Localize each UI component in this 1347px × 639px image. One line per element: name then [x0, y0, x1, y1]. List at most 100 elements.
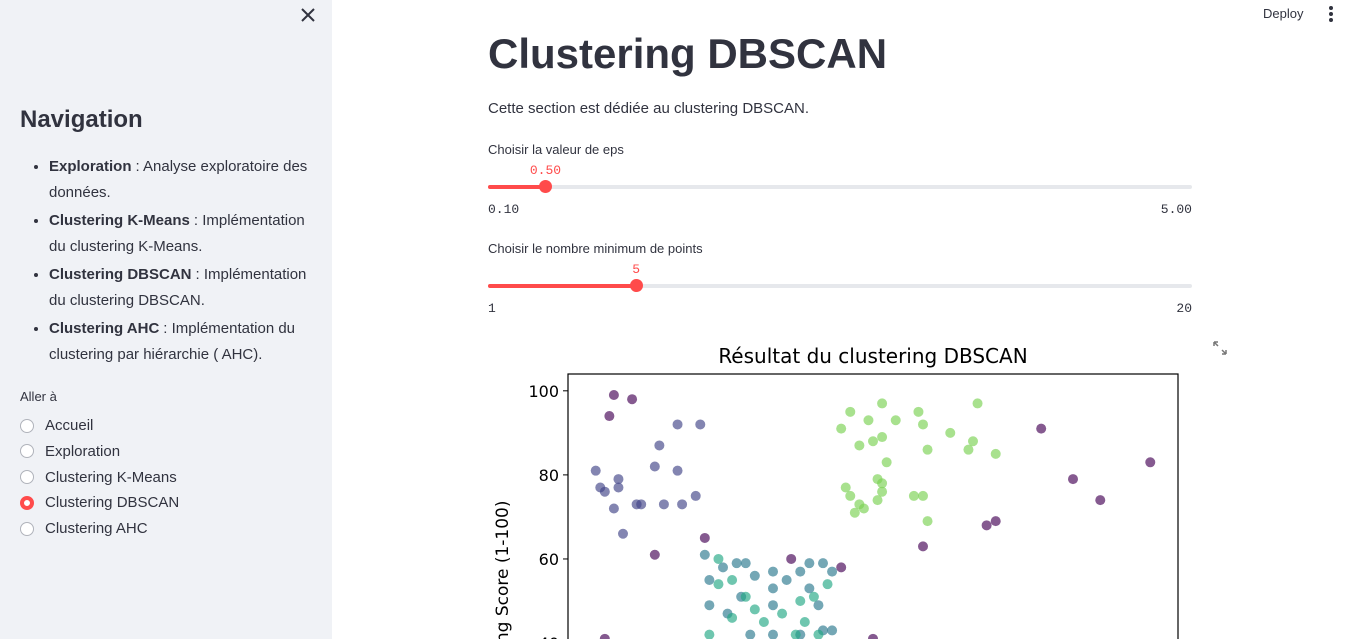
point	[613, 474, 624, 485]
point	[836, 423, 847, 434]
radio-option[interactable]: Clustering AHC	[20, 520, 148, 537]
radio-option[interactable]: Clustering K-Means	[20, 469, 177, 486]
point	[836, 562, 847, 573]
point	[972, 398, 983, 409]
point	[649, 549, 660, 560]
slider-track[interactable]	[488, 180, 1192, 193]
point	[922, 444, 933, 455]
close-button[interactable]	[300, 7, 316, 23]
point	[963, 444, 974, 455]
point	[1095, 495, 1106, 506]
point	[872, 474, 883, 485]
radio-circle[interactable]	[20, 495, 34, 510]
point	[808, 591, 819, 602]
slider-label: Choisir la valeur de eps	[488, 142, 624, 157]
point	[677, 499, 688, 510]
deploy-button[interactable]: Deploy	[1263, 6, 1304, 21]
point	[868, 436, 878, 447]
point	[795, 596, 806, 606]
point	[713, 553, 724, 564]
point	[822, 579, 833, 590]
point	[713, 579, 724, 590]
point	[804, 558, 815, 569]
point	[590, 465, 601, 476]
point	[740, 558, 751, 569]
point	[608, 390, 619, 401]
nav-item-name: Exploration	[49, 158, 132, 175]
nav-item-name: Clustering DBSCAN	[49, 266, 192, 283]
point	[845, 490, 856, 501]
point	[745, 629, 756, 639]
point	[813, 629, 824, 639]
point	[945, 427, 956, 438]
point	[704, 600, 715, 611]
nav-item-description: : Analyse exploratoire des données.	[49, 158, 308, 201]
nav-item: Clustering K-Means: Implémentation du cl…	[49, 208, 309, 260]
point	[786, 553, 797, 564]
point	[768, 600, 778, 611]
point	[690, 490, 701, 501]
point	[1068, 474, 1078, 485]
nav-item: Clustering AHC: Implémentation du cluste…	[49, 316, 309, 368]
slider-thumb[interactable]	[539, 180, 553, 193]
radio-option-label: Exploration	[45, 442, 121, 460]
point	[695, 419, 706, 430]
slider-thumb[interactable]	[630, 279, 644, 292]
point	[731, 558, 742, 569]
point	[672, 419, 683, 430]
point	[849, 507, 860, 518]
radio-option-label: Clustering K-Means	[45, 468, 177, 486]
slider-max: 5.00	[1160, 202, 1192, 217]
point	[827, 566, 838, 577]
point	[881, 457, 892, 468]
point	[658, 499, 669, 510]
radio-option[interactable]: Clustering DBSCAN	[20, 494, 179, 511]
point	[777, 608, 788, 619]
radio-option[interactable]: Exploration	[20, 443, 120, 460]
nav-item-description: : Implémentation du clustering K-Means.	[49, 212, 305, 255]
radio-circle[interactable]	[20, 521, 34, 536]
point	[818, 558, 828, 569]
fullscreen-button[interactable]	[1212, 340, 1228, 356]
slider-value: 0.50	[529, 163, 562, 178]
point	[908, 490, 919, 501]
point	[727, 612, 738, 623]
point	[990, 448, 1001, 459]
y-tick-label: 100	[528, 382, 559, 401]
menu-button[interactable]	[1325, 5, 1337, 23]
point	[790, 629, 801, 639]
slider-value: 5	[632, 262, 641, 277]
point	[727, 574, 738, 585]
point	[872, 495, 883, 506]
slider-max: 20	[1176, 301, 1192, 316]
nav-item-description: : Implémentation du clustering par hiéra…	[49, 320, 296, 363]
radio-option[interactable]: Accueil	[20, 417, 93, 434]
point	[877, 432, 888, 443]
slider-track[interactable]	[488, 279, 1192, 292]
point	[827, 625, 838, 636]
radio-circle[interactable]	[20, 418, 34, 433]
point	[599, 486, 610, 497]
point	[1145, 457, 1156, 468]
nav-item: Clustering DBSCAN: Implémentation du clu…	[49, 262, 309, 314]
radio-circle[interactable]	[20, 470, 34, 485]
slider-min: 0.10	[488, 202, 520, 217]
point	[768, 566, 778, 577]
point	[918, 419, 928, 430]
slider-min: 1	[488, 301, 496, 316]
point	[858, 503, 869, 514]
chart-title: Résultat du clustering DBSCAN	[718, 344, 1027, 368]
point	[749, 570, 760, 581]
point	[990, 516, 1001, 527]
point	[608, 503, 619, 514]
nav-item-description: : Implémentation du clustering DBSCAN.	[49, 266, 307, 309]
radio-label: Aller à	[20, 389, 57, 404]
radio-circle[interactable]	[20, 444, 34, 459]
point	[613, 482, 624, 493]
description: Cette section est dédiée au clustering D…	[488, 100, 809, 117]
sidebar-title: Navigation	[20, 106, 143, 133]
point	[804, 583, 815, 594]
nav-item-name: Clustering AHC	[49, 320, 160, 337]
point	[981, 520, 992, 531]
